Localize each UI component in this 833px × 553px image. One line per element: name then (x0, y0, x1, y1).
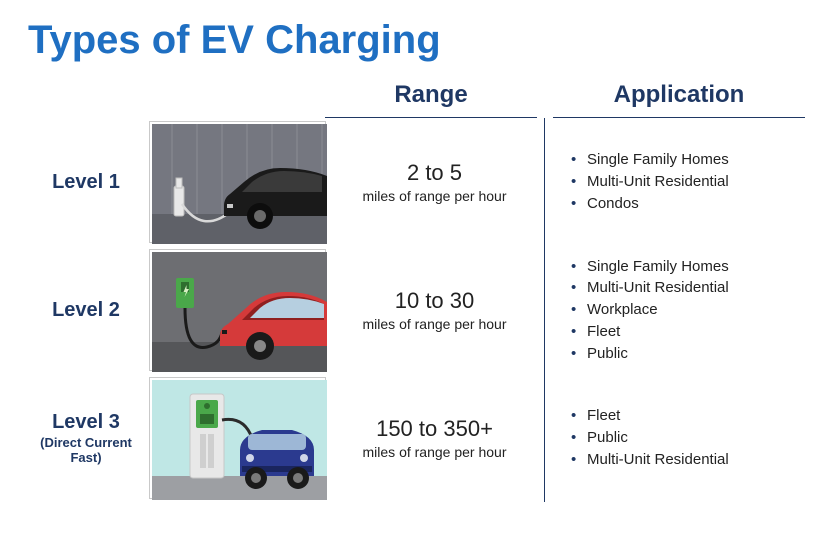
application-cell: Single Family Homes Multi-Unit Residenti… (545, 246, 805, 374)
column-header-range: Range (325, 75, 537, 118)
list-item: Multi-Unit Residential (571, 171, 805, 193)
list-item: Workplace (571, 299, 805, 321)
range-unit: miles of range per hour (363, 316, 507, 332)
page-title: Types of EV Charging (28, 18, 805, 63)
level-label: Level 2 (28, 246, 150, 374)
level-label: Level 3 (Direct Current Fast) (28, 374, 150, 502)
range-unit: miles of range per hour (363, 444, 507, 460)
level-name: Level 1 (52, 171, 120, 194)
column-header-application: Application (553, 75, 805, 118)
application-list: Fleet Public Multi-Unit Residential (571, 405, 805, 470)
application-list: Single Family Homes Multi-Unit Residenti… (571, 256, 805, 365)
range-cell: 150 to 350+ miles of range per hour (325, 374, 545, 502)
range-value: 10 to 30 (395, 288, 475, 314)
range-cell: 2 to 5 miles of range per hour (325, 118, 545, 246)
level3-illustration (150, 378, 325, 498)
list-item: Single Family Homes (571, 149, 805, 171)
list-item: Fleet (571, 321, 805, 343)
list-item: Condos (571, 193, 805, 215)
range-unit: miles of range per hour (363, 188, 507, 204)
level-name: Level 2 (52, 299, 120, 322)
charging-table: Range Application Level 1 (28, 75, 805, 502)
list-item: Single Family Homes (571, 256, 805, 278)
list-item: Multi-Unit Residential (571, 277, 805, 299)
level-name: Level 3 (52, 411, 120, 434)
list-item: Public (571, 427, 805, 449)
level1-illustration (150, 122, 325, 242)
application-cell: Single Family Homes Multi-Unit Residenti… (545, 118, 805, 246)
level-sublabel: (Direct Current Fast) (28, 436, 144, 466)
list-item: Public (571, 343, 805, 365)
application-list: Single Family Homes Multi-Unit Residenti… (571, 149, 805, 214)
list-item: Fleet (571, 405, 805, 427)
header-spacer (28, 75, 150, 76)
range-value: 2 to 5 (407, 160, 462, 186)
header-spacer (150, 75, 325, 76)
range-value: 150 to 350+ (376, 416, 493, 442)
application-cell: Fleet Public Multi-Unit Residential (545, 374, 805, 502)
list-item: Multi-Unit Residential (571, 449, 805, 471)
range-cell: 10 to 30 miles of range per hour (325, 246, 545, 374)
level-label: Level 1 (28, 118, 150, 246)
level2-illustration (150, 250, 325, 370)
